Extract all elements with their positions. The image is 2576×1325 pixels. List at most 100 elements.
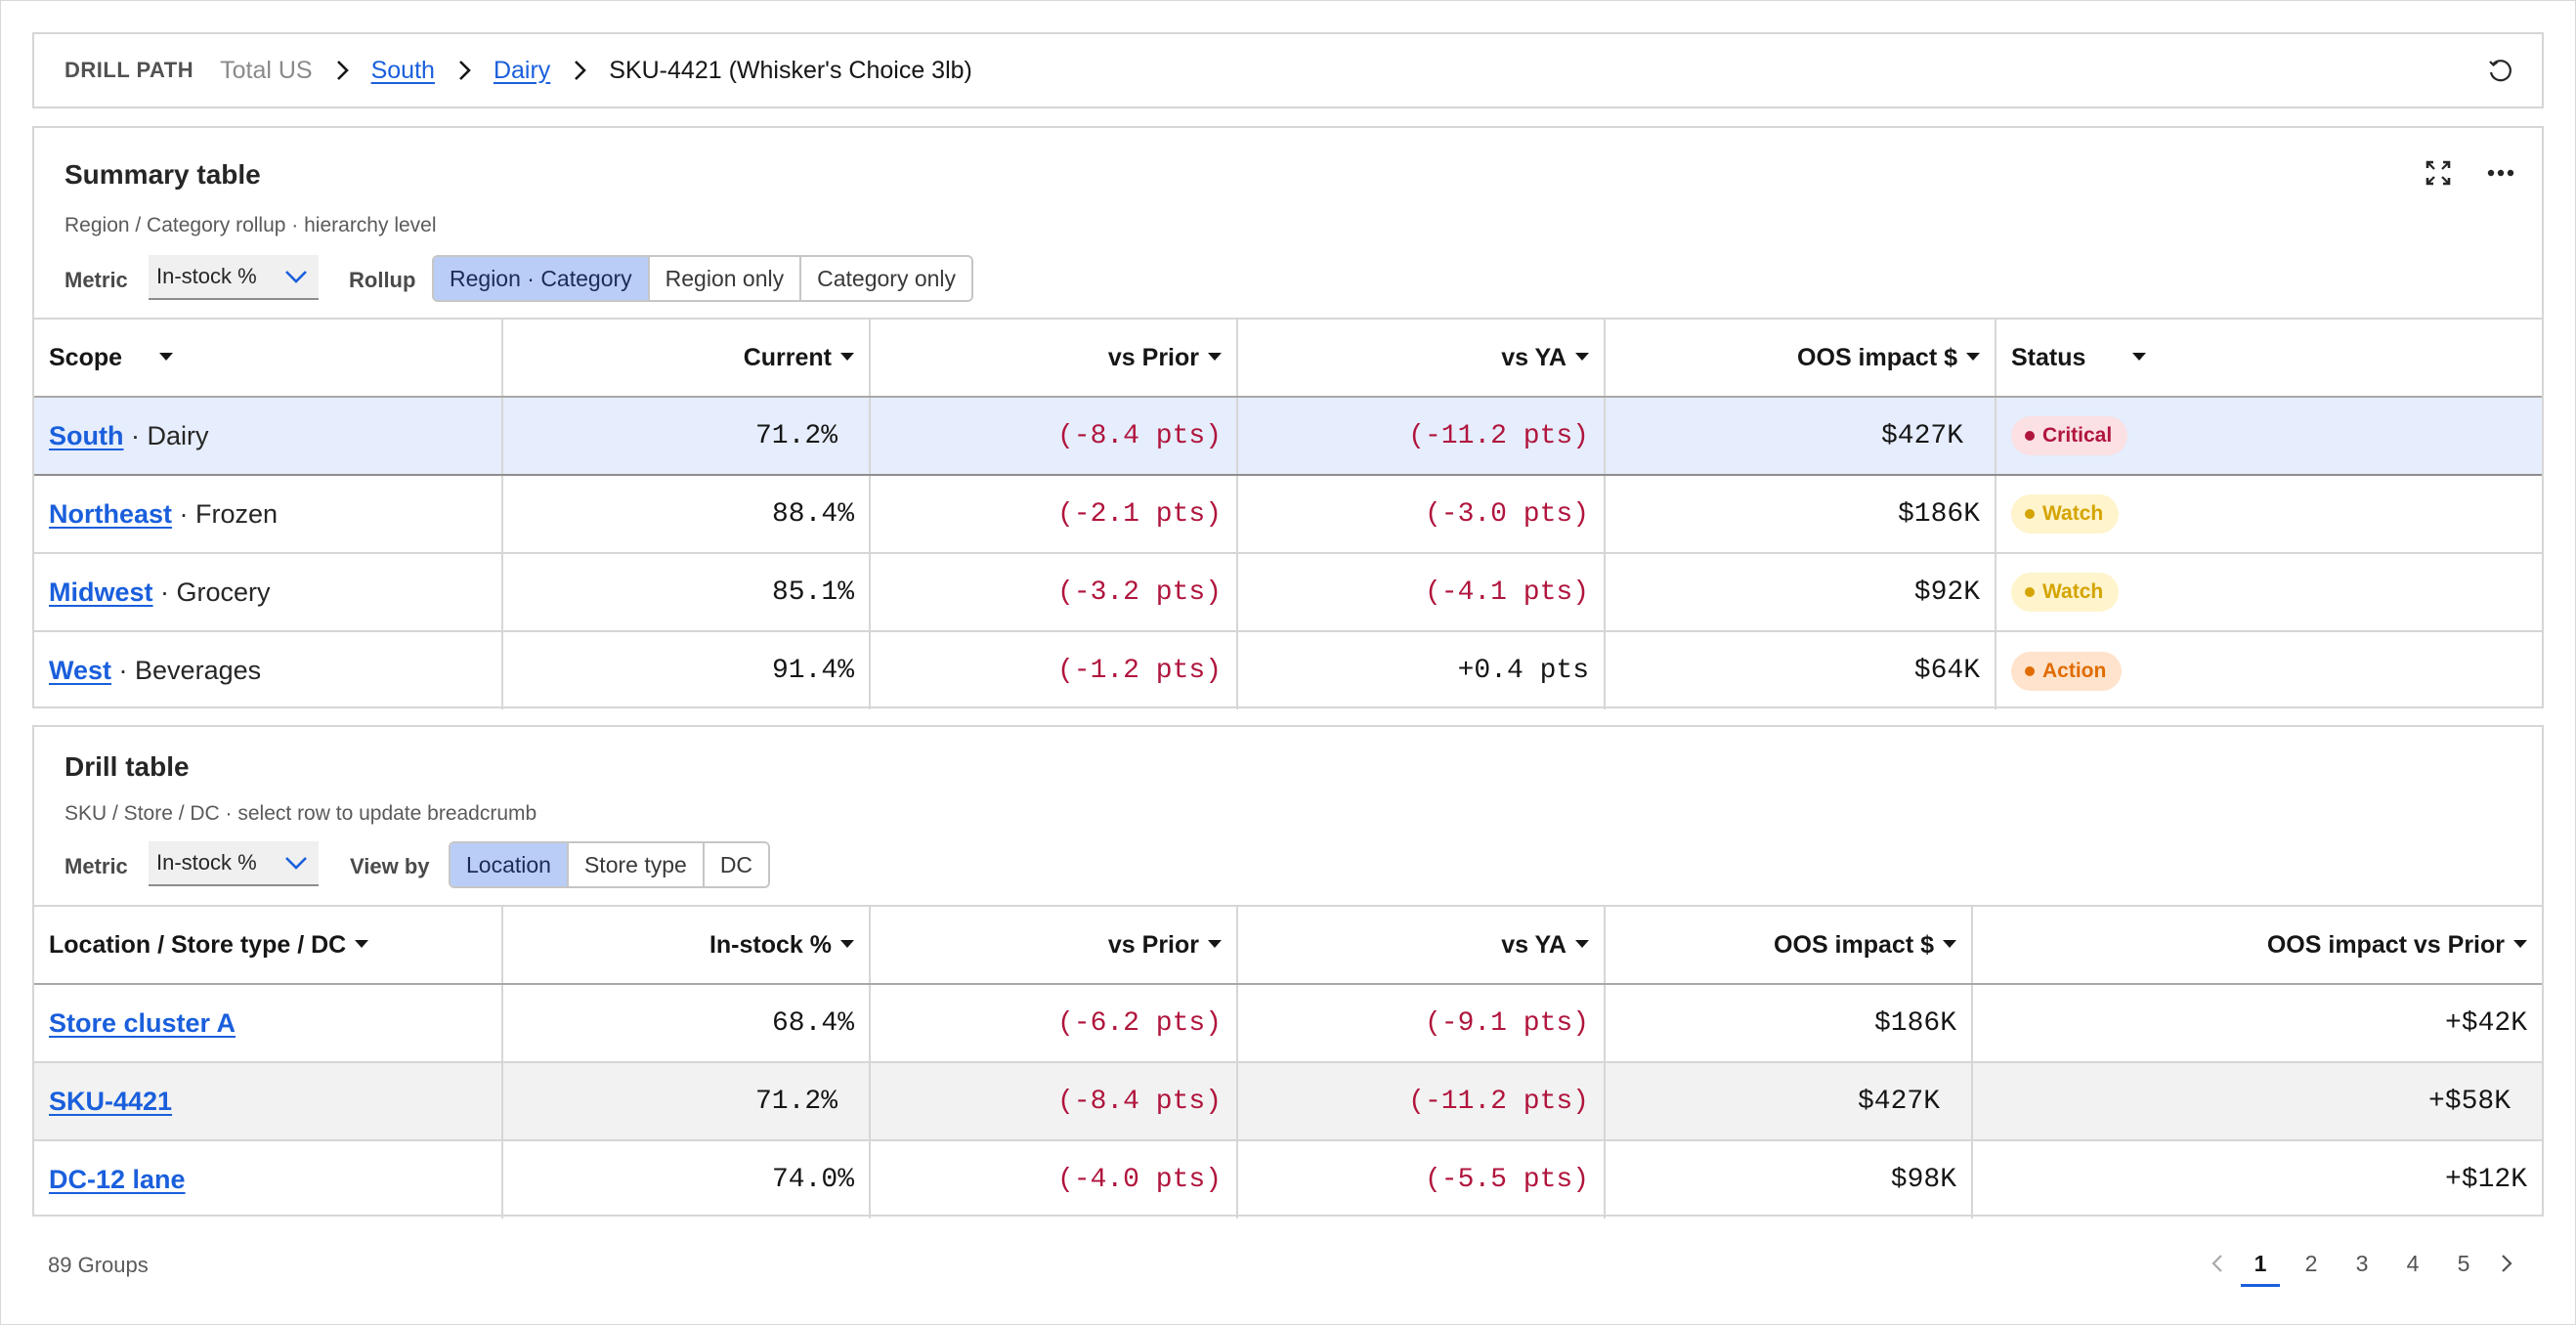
page-2[interactable]: 2 <box>2304 1251 2318 1276</box>
chevron-right-icon <box>575 61 587 80</box>
caret-down-icon <box>2513 939 2527 948</box>
caret-down-icon <box>355 939 369 948</box>
crumb-south[interactable]: South <box>370 56 435 84</box>
rollup-option-category-only[interactable]: Category only <box>801 257 972 300</box>
summary-header-row: Scope Current vs Prior vs YA OOS impact … <box>34 318 2542 398</box>
rollup-segmented-control: Region · Category Region only Category o… <box>432 255 974 302</box>
viewby-option-store-type[interactable]: Store type <box>568 843 705 886</box>
pagination: 1 2 3 4 5 <box>2200 1244 2524 1287</box>
col-current[interactable]: Current <box>502 318 871 398</box>
vs-prior-value: (-8.4 pts) <box>870 396 1238 476</box>
oos-value: $427K <box>1605 1062 1973 1141</box>
chevron-left-icon <box>2211 1255 2222 1272</box>
metric-label: Metric <box>64 268 128 292</box>
category-text: Dairy <box>147 420 209 450</box>
metric-select[interactable]: In-stock % <box>149 841 319 886</box>
crumb-sku: SKU-4421 (Whisker's Choice 3lb) <box>609 56 972 84</box>
col-vs-prior[interactable]: vs Prior <box>870 905 1238 985</box>
oos-vs-prior-value: +$58K <box>1972 1062 2542 1141</box>
category-text: Beverages <box>135 656 262 685</box>
instock-value: 71.2% <box>502 1062 871 1141</box>
page-4[interactable]: 4 <box>2406 1251 2420 1276</box>
col-location[interactable]: Location / Store type / DC <box>34 905 503 985</box>
group-count: 89 Groups <box>48 1253 149 1277</box>
caret-down-icon <box>2132 352 2147 361</box>
rollup-option-region-category[interactable]: Region · Category <box>434 257 650 300</box>
location-link[interactable]: SKU-4421 <box>49 1086 173 1116</box>
col-vs-ya[interactable]: vs YA <box>1237 318 1606 398</box>
status-badge: Watch <box>2011 494 2120 534</box>
drill-title: Drill table <box>64 751 190 782</box>
maximize-icon[interactable] <box>2421 155 2456 191</box>
table-row[interactable]: Northeast · Frozen 88.4% (-2.1 pts) (-3.… <box>34 475 2542 554</box>
viewby-option-location[interactable]: Location <box>451 843 569 886</box>
vs-prior-value: (-6.2 pts) <box>870 984 1238 1063</box>
chevron-right-icon <box>336 61 349 80</box>
instock-value: 68.4% <box>502 984 871 1063</box>
page-1[interactable]: 1 <box>2235 1244 2286 1287</box>
crumb-dairy[interactable]: Dairy <box>493 56 551 84</box>
oos-value: $186K <box>1605 475 1996 554</box>
col-instock[interactable]: In-stock % <box>502 905 871 985</box>
col-scope[interactable]: Scope <box>34 318 503 398</box>
reset-icon[interactable] <box>2485 57 2514 86</box>
table-row[interactable]: Store cluster A 68.4% (-6.2 pts) (-9.1 p… <box>34 984 2542 1063</box>
crumb-total-us[interactable]: Total US <box>220 56 313 84</box>
oos-value: $186K <box>1605 984 1973 1063</box>
chevron-right-icon <box>459 61 471 80</box>
status-badge: Action <box>2011 651 2123 691</box>
col-vs-prior[interactable]: vs Prior <box>870 318 1238 398</box>
page-3[interactable]: 3 <box>2355 1251 2369 1276</box>
table-row[interactable]: SKU-4421 71.2% (-8.4 pts) (-11.2 pts) $4… <box>34 1062 2542 1141</box>
vs-ya-value: (-4.1 pts) <box>1237 553 1606 632</box>
next-page-button[interactable] <box>2489 1244 2524 1283</box>
oos-value: $98K <box>1605 1140 1973 1218</box>
vs-ya-value: (-11.2 pts) <box>1237 396 1606 476</box>
metric-select[interactable]: In-stock % <box>149 255 319 300</box>
col-oos-impact[interactable]: OOS impact $ <box>1605 318 1996 398</box>
col-oos-impact-vs-prior[interactable]: OOS impact vs Prior <box>1972 905 2542 985</box>
overflow-menu-icon[interactable] <box>2483 155 2518 191</box>
drill-panel: Drill table SKU / Store / DC · select ro… <box>32 725 2544 1218</box>
vs-ya-value: (-11.2 pts) <box>1237 1062 1606 1141</box>
prev-page-button[interactable] <box>2200 1244 2235 1283</box>
table-row[interactable]: West · Beverages 91.4% (-1.2 pts) +0.4 p… <box>34 631 2542 709</box>
vs-prior-value: (-2.1 pts) <box>870 475 1238 554</box>
summary-table: Scope Current vs Prior vs YA OOS impact … <box>34 318 2542 709</box>
breadcrumb: DRILL PATH Total US South Dairy SKU-4421… <box>32 32 2544 108</box>
location-link[interactable]: Store cluster A <box>49 1007 236 1038</box>
vs-ya-value: +0.4 pts <box>1237 631 1606 709</box>
drill-path-label: DRILL PATH <box>64 58 194 82</box>
summary-panel: Summary table Region / Category rollup ·… <box>32 126 2544 709</box>
region-link[interactable]: Midwest <box>49 577 153 607</box>
table-row[interactable]: South · Dairy 71.2% (-8.4 pts) (-11.2 pt… <box>34 396 2542 476</box>
location-link[interactable]: DC-12 lane <box>49 1165 186 1194</box>
table-row[interactable]: DC-12 lane 74.0% (-4.0 pts) (-5.5 pts) $… <box>34 1140 2542 1218</box>
col-oos-impact[interactable]: OOS impact $ <box>1605 905 1973 985</box>
caret-down-icon <box>840 352 854 361</box>
caret-down-icon <box>1943 939 1956 948</box>
chevron-right-icon <box>2502 1255 2512 1272</box>
page-5[interactable]: 5 <box>2457 1251 2470 1276</box>
region-link[interactable]: Northeast <box>49 498 173 529</box>
region-link[interactable]: West <box>49 656 112 685</box>
drill-subtitle: SKU / Store / DC · select row to update … <box>64 802 537 825</box>
drill-header-row: Location / Store type / DC In-stock % vs… <box>34 905 2542 985</box>
chevron-down-icon <box>285 857 307 870</box>
rollup-option-region-only[interactable]: Region only <box>649 257 802 300</box>
table-row[interactable]: Midwest · Grocery 85.1% (-3.2 pts) (-4.1… <box>34 553 2542 632</box>
region-link[interactable]: South <box>49 420 124 450</box>
oos-value: $427K <box>1605 396 1996 476</box>
caret-down-icon <box>1966 352 1980 361</box>
caret-down-icon <box>1575 939 1589 948</box>
viewby-option-dc[interactable]: DC <box>704 843 769 886</box>
summary-title: Summary table <box>64 159 261 190</box>
col-vs-ya[interactable]: vs YA <box>1237 905 1606 985</box>
current-value: 71.2% <box>502 396 871 476</box>
vs-prior-value: (-3.2 pts) <box>870 553 1238 632</box>
oos-vs-prior-value: +$12K <box>2444 1165 2527 1195</box>
col-status[interactable]: Status <box>1996 318 2542 398</box>
caret-down-icon <box>1208 939 1222 948</box>
vs-prior-value: (-4.0 pts) <box>870 1140 1238 1218</box>
